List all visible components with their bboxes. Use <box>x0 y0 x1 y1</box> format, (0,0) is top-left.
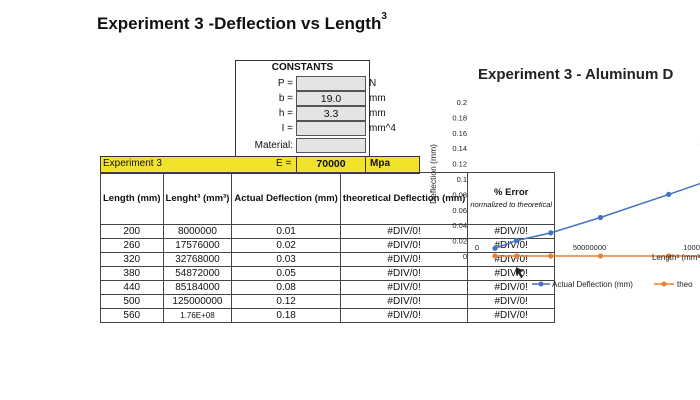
chart-title: Experiment 3 - Aluminum D <box>478 66 674 83</box>
cell-lenght3[interactable]: 85184000 <box>162 280 233 295</box>
cell-actual[interactable]: 0.03 <box>231 252 341 267</box>
header-error[interactable]: % Error normalized to theoretical <box>467 172 556 225</box>
cell-lenght3[interactable]: 8000000 <box>162 224 233 239</box>
page-title: Experiment 3 -Deflection vs Length3 <box>97 11 387 34</box>
legend-theo-label: theo <box>677 280 693 289</box>
constant-material-unit <box>367 138 427 152</box>
page-title-text: Experiment 3 -Deflection vs Length <box>97 14 382 33</box>
legend-actual-label: Actual Deflection (mm) <box>552 280 633 289</box>
cell-actual[interactable]: 0.05 <box>231 266 341 281</box>
table-row: 500 125000000 0.12 #DIV/0! #DIV/0! <box>100 294 556 309</box>
x-tick-label: 0 <box>475 243 479 252</box>
constants-title: CONSTANTS <box>235 60 370 74</box>
cell-length[interactable]: 200 <box>100 224 164 239</box>
cell-lenght3[interactable]: 32768000 <box>162 252 233 267</box>
constant-e-label: E = <box>276 158 292 169</box>
cell-length[interactable]: 500 <box>100 294 164 309</box>
constant-material-value[interactable] <box>296 138 366 153</box>
series-actual-point <box>492 245 498 251</box>
constant-p-unit: N <box>369 77 377 89</box>
series-actual-point <box>666 191 672 197</box>
y-tick-label: 0.14 <box>452 144 467 153</box>
cell-actual[interactable]: 0.18 <box>231 308 341 323</box>
y-axis-label: Deflection (mm) <box>428 144 438 204</box>
table-row: 200 8000000 0.01 #DIV/0! #DIV/0! <box>100 224 556 239</box>
constant-i-unit: mm^4 <box>369 122 396 134</box>
series-theo-point <box>492 253 498 259</box>
y-tick-label: 0.08 <box>452 190 467 199</box>
constant-i-label: I = <box>281 122 293 134</box>
cell-lenght3[interactable]: 17576000 <box>162 238 233 253</box>
cell-lenght3[interactable]: 1.76E+08 <box>162 308 233 323</box>
header-theoretical-deflection[interactable]: theoretical Deflection (mm) <box>339 172 469 225</box>
table-row: 380 54872000 0.05 #DIV/0! #DIV/0! <box>100 266 556 281</box>
legend: Actual Deflection (mm) theo <box>532 280 693 289</box>
constant-b-value[interactable]: 19.0 <box>296 91 366 106</box>
series-theo-point <box>548 253 554 259</box>
cell-error[interactable]: #DIV/0! <box>467 308 556 323</box>
constant-p-value[interactable] <box>296 76 366 91</box>
y-axis-ticks: 0 0.02 0.04 0.06 0.08 0.1 0.12 0.14 0.16 0.18 0.2 <box>452 98 467 261</box>
constant-i-value[interactable] <box>296 121 366 136</box>
x-tick-label: 100000000 <box>683 243 700 252</box>
constant-b-unit: mm <box>369 92 386 104</box>
x-axis-label: Length³ (mm³ <box>652 253 700 262</box>
constant-material-label: Material: <box>254 139 293 151</box>
constant-h-label: h = <box>278 107 293 119</box>
series-theo-point <box>513 253 520 259</box>
header-error-note: normalized to theoretical <box>470 199 553 209</box>
cell-length[interactable]: 440 <box>100 280 164 295</box>
header-length[interactable]: Length (mm) <box>100 172 164 225</box>
legend-actual-marker <box>538 281 544 287</box>
series-theo-point <box>597 253 604 259</box>
table-header-row: Length (mm) Lenght³ (mm³) Actual Deflect… <box>100 172 556 225</box>
constants-border-left <box>235 74 236 156</box>
header-actual-deflection[interactable]: Actual Deflection (mm) <box>231 172 341 225</box>
cursor-arrow-icon <box>516 267 524 278</box>
cell-actual[interactable]: 0.12 <box>231 294 341 309</box>
constant-e-value[interactable]: 70000 <box>296 156 366 172</box>
constant-h-unit: mm <box>369 107 386 119</box>
header-error-label: % Error <box>494 186 529 198</box>
header-lenght3[interactable]: Lenght³ (mm³) <box>162 172 233 225</box>
constant-h-value[interactable]: 3.3 <box>296 106 366 121</box>
series-actual-point <box>548 230 554 236</box>
legend-theo-marker <box>661 281 667 287</box>
series-theo-point <box>666 253 672 259</box>
x-tick-label: 50000000 <box>573 243 606 252</box>
sheet-label: Experiment 3 <box>103 158 162 169</box>
cell-theoretical[interactable]: #DIV/0! <box>339 308 469 323</box>
y-tick-label: 0.1 <box>457 175 467 184</box>
y-tick-label: 0.18 <box>452 113 467 122</box>
table-row: 560 1.76E+08 0.18 #DIV/0! #DIV/0! <box>100 308 556 323</box>
series-actual-point <box>597 214 604 221</box>
y-tick-label: 0.16 <box>452 129 467 138</box>
page-title-superscript: 3 <box>381 11 387 22</box>
y-tick-label: 0.02 <box>452 237 467 246</box>
y-tick-label: 0 <box>463 252 467 261</box>
cell-length[interactable]: 320 <box>100 252 164 267</box>
cell-length[interactable]: 560 <box>100 308 164 323</box>
y-tick-label: 0.04 <box>452 221 467 230</box>
constant-p-label: P = <box>277 77 293 89</box>
y-tick-label: 0.12 <box>452 160 467 169</box>
cell-actual[interactable]: 0.01 <box>231 224 341 239</box>
y-tick-label: 0.06 <box>452 206 467 215</box>
constants-border-right <box>369 74 370 156</box>
data-table: Length (mm) Lenght³ (mm³) Actual Deflect… <box>100 172 556 323</box>
y-tick-label: 0.2 <box>457 98 467 107</box>
constant-e-unit: Mpa <box>370 158 390 169</box>
cell-lenght3[interactable]: 125000000 <box>162 294 233 309</box>
cell-length[interactable]: 260 <box>100 238 164 253</box>
cell-actual[interactable]: 0.08 <box>231 280 341 295</box>
cell-actual[interactable]: 0.02 <box>231 238 341 253</box>
series-actual-point <box>513 238 520 244</box>
constant-b-label: b = <box>278 92 293 104</box>
cell-length[interactable]: 380 <box>100 266 164 281</box>
x-axis-ticks: 0 50000000 100000000 <box>475 243 700 252</box>
chart-series <box>492 143 700 259</box>
cell-lenght3[interactable]: 54872000 <box>162 266 233 281</box>
deflection-chart: 00.020.040.060.080.10.120.140.160.180.2 … <box>428 98 700 289</box>
